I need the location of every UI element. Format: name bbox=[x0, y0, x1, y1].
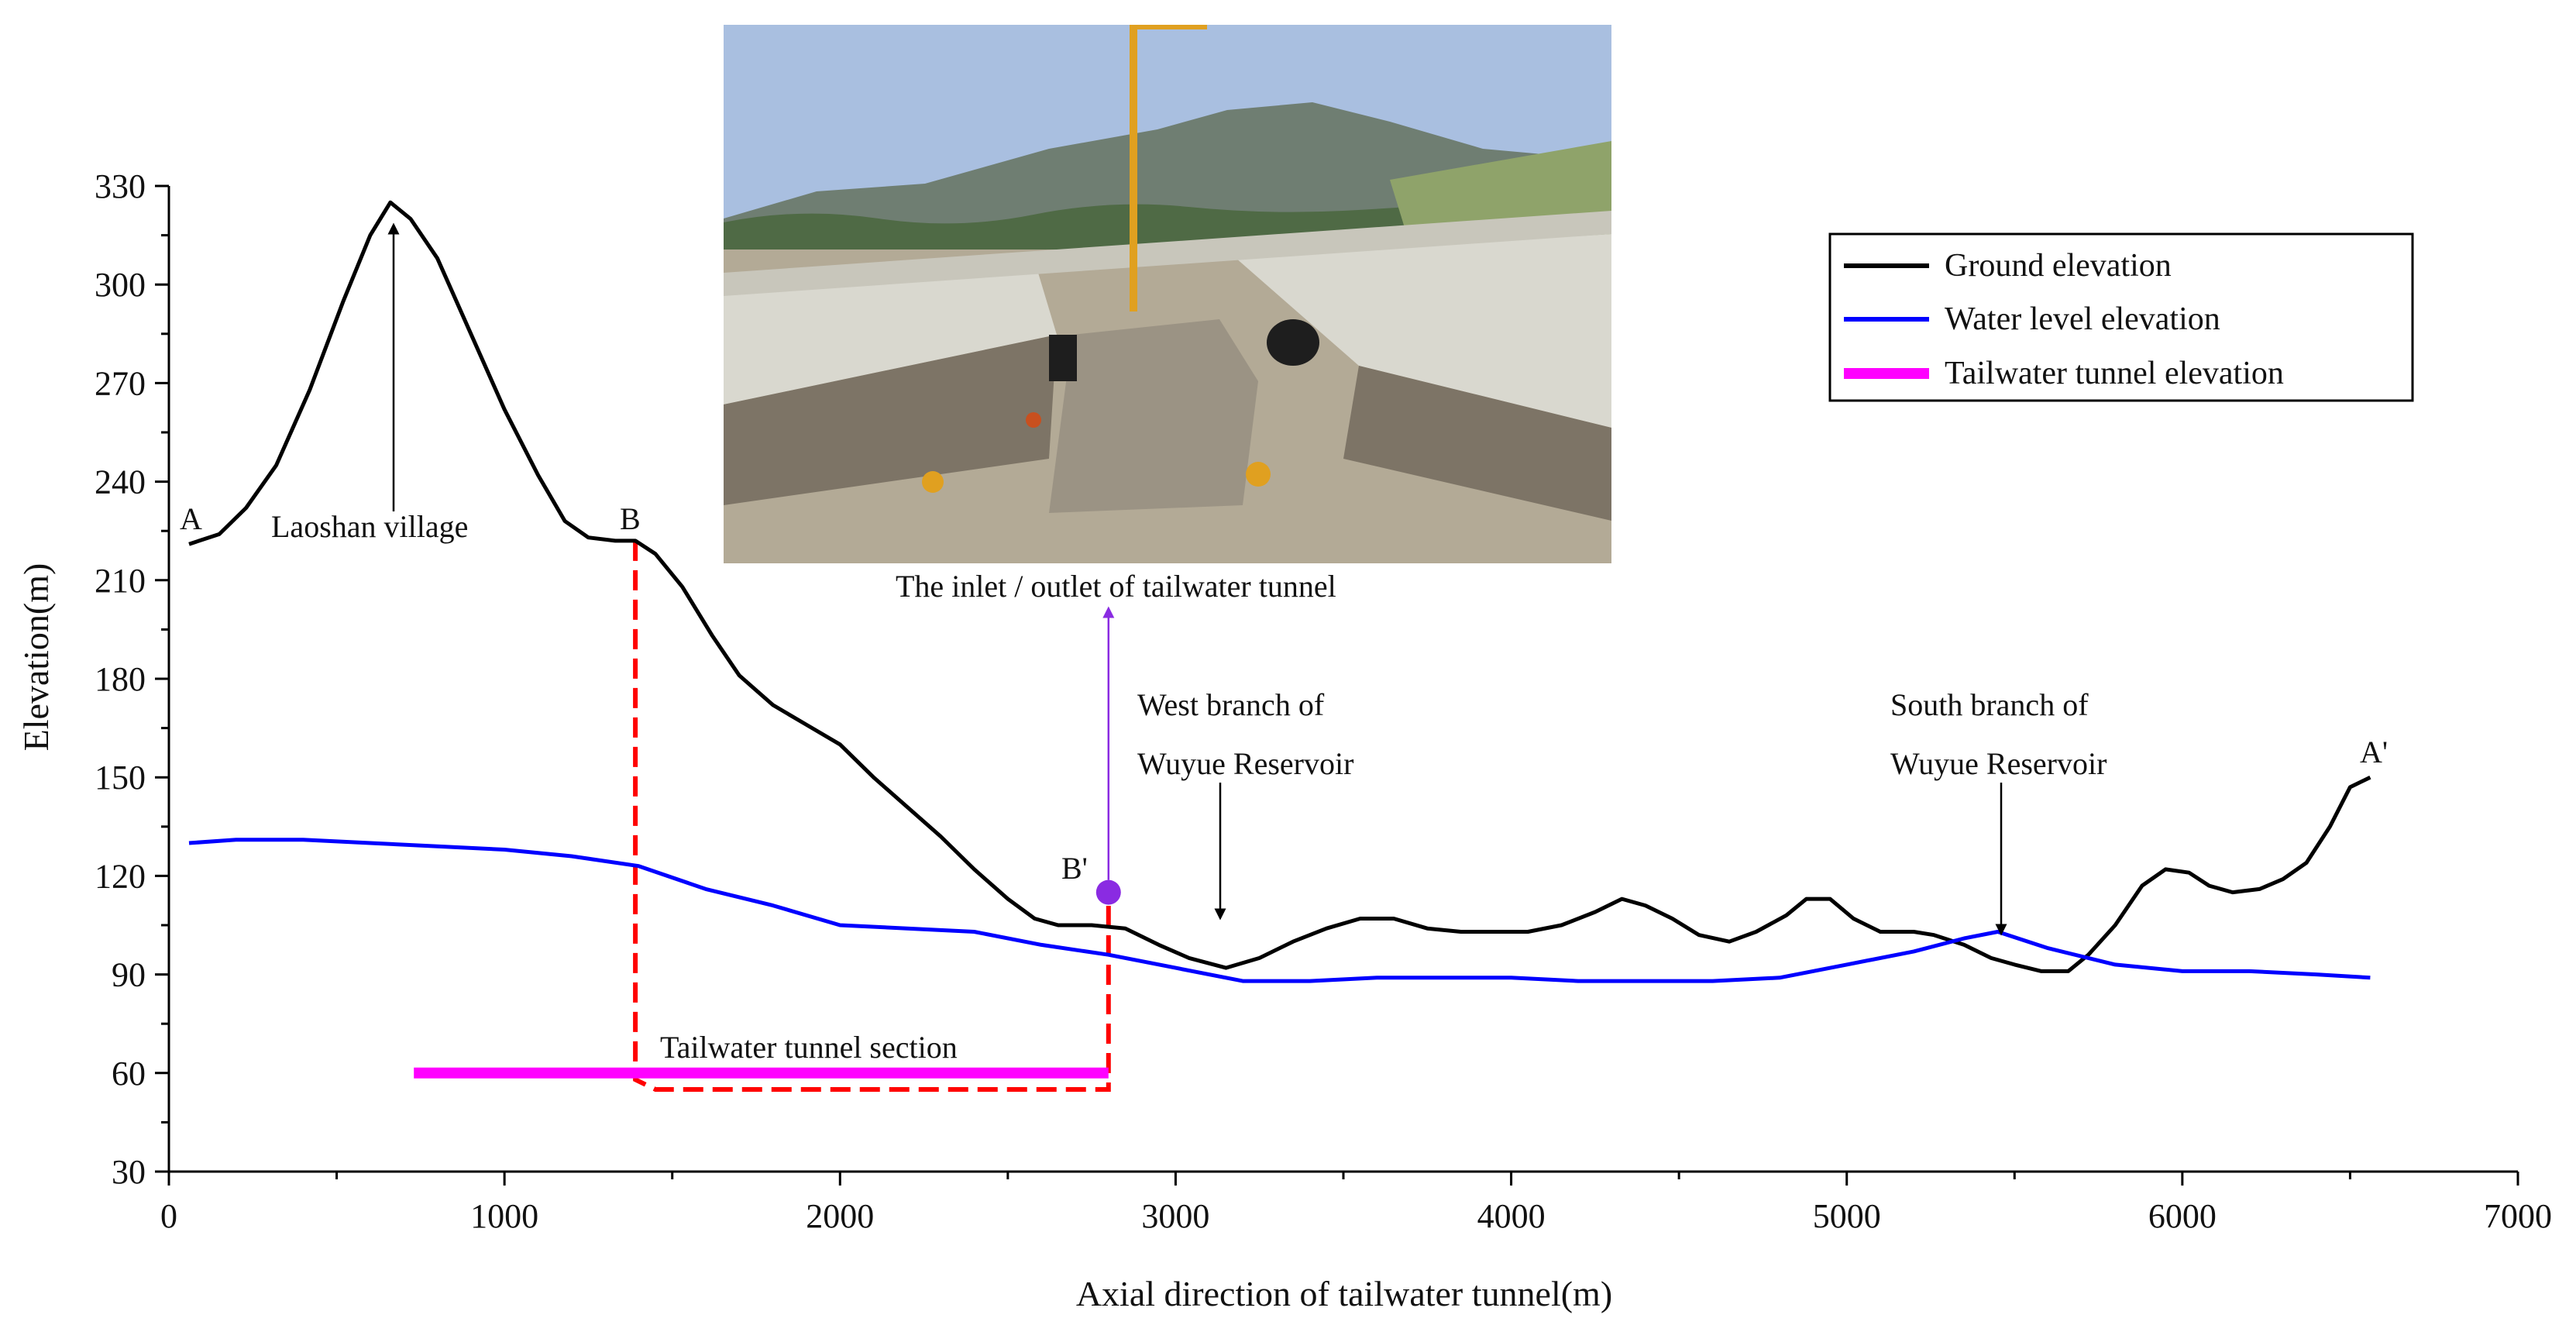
photo-tunnel-portal-left bbox=[1049, 335, 1077, 381]
x-tick-label: 7000 bbox=[2484, 1197, 2552, 1235]
label-b: B bbox=[620, 501, 641, 536]
y-tick-label: 150 bbox=[95, 759, 146, 797]
photo-left-slope bbox=[724, 257, 1057, 404]
photo-excavator-1 bbox=[922, 471, 944, 493]
y-axis-title: Elevation(m) bbox=[16, 563, 56, 752]
photo-excavator-2 bbox=[1246, 462, 1271, 487]
x-tick-label: 5000 bbox=[1813, 1197, 1881, 1235]
y-tick-label: 120 bbox=[95, 857, 146, 895]
legend: Ground elevation Water level elevation T… bbox=[1828, 232, 2414, 402]
photo-crane-mast bbox=[1130, 25, 1137, 311]
photo-center-rock bbox=[1049, 319, 1258, 513]
label-a-prime: A' bbox=[2360, 735, 2388, 769]
y-tick-label: 60 bbox=[112, 1055, 146, 1093]
x-tick-label: 1000 bbox=[470, 1197, 538, 1235]
label-west-branch-line1: West branch of bbox=[1137, 687, 1325, 722]
series-layer bbox=[188, 200, 2371, 1092]
y-tick-label: 180 bbox=[95, 660, 146, 698]
label-b-prime: B' bbox=[1061, 851, 1088, 886]
y-tick-label: 30 bbox=[112, 1153, 146, 1191]
legend-label-tunnel: Tailwater tunnel elevation bbox=[1945, 356, 2284, 391]
photo-right-slope bbox=[1235, 234, 1611, 428]
ground-elevation-line bbox=[188, 200, 2371, 973]
label-tunnel-section: Tailwater tunnel section bbox=[660, 1030, 958, 1065]
x-tick-label: 6000 bbox=[2148, 1197, 2217, 1235]
tunnel-section-outline bbox=[633, 540, 1111, 1092]
y-tick-label: 300 bbox=[95, 266, 146, 304]
label-south-branch-line2: Wuyue Reservoir bbox=[1890, 746, 2107, 781]
label-a: A bbox=[180, 501, 202, 536]
ticks: 0 1000 2000 3000 4000 5000 6000 7000 30 60 90 120 15… bbox=[95, 167, 2552, 1235]
inlet-marker bbox=[1095, 879, 1121, 905]
water-level-line bbox=[188, 838, 2371, 983]
photo-tunnel-portal-right bbox=[1267, 319, 1319, 366]
y-tick-label: 270 bbox=[95, 364, 146, 402]
arrows bbox=[387, 222, 2007, 936]
label-inlet-outlet: The inlet / outlet of tailwater tunnel bbox=[896, 569, 1336, 604]
annotations: A B B' A' Laoshan village The inlet / ou… bbox=[180, 501, 2388, 1065]
x-axis-title: Axial direction of tailwater tunnel(m) bbox=[1076, 1274, 1612, 1313]
photo-left-cut bbox=[724, 335, 1057, 505]
x-tick-label: 0 bbox=[160, 1197, 177, 1235]
x-tick-label: 3000 bbox=[1141, 1197, 1209, 1235]
x-tick-label: 2000 bbox=[806, 1197, 874, 1235]
construction-site-photo bbox=[724, 25, 1611, 563]
photo-excavator-3 bbox=[1026, 412, 1041, 428]
label-laoshan-village: Laoshan village bbox=[271, 509, 468, 544]
photo-upper-bench bbox=[724, 211, 1611, 296]
legend-label-water: Water level elevation bbox=[1945, 301, 2220, 337]
y-tick-label: 330 bbox=[95, 167, 146, 205]
x-tick-label: 4000 bbox=[1477, 1197, 1546, 1235]
photo-crane-jib bbox=[1130, 25, 1207, 29]
y-tick-label: 240 bbox=[95, 463, 146, 501]
y-tick-label: 210 bbox=[95, 562, 146, 600]
legend-label-ground: Ground elevation bbox=[1945, 248, 2172, 284]
label-west-branch-line2: Wuyue Reservoir bbox=[1137, 746, 1353, 781]
photo-right-cut bbox=[1343, 366, 1611, 521]
label-south-branch-line1: South branch of bbox=[1890, 687, 2089, 722]
y-tick-label: 90 bbox=[112, 956, 146, 994]
